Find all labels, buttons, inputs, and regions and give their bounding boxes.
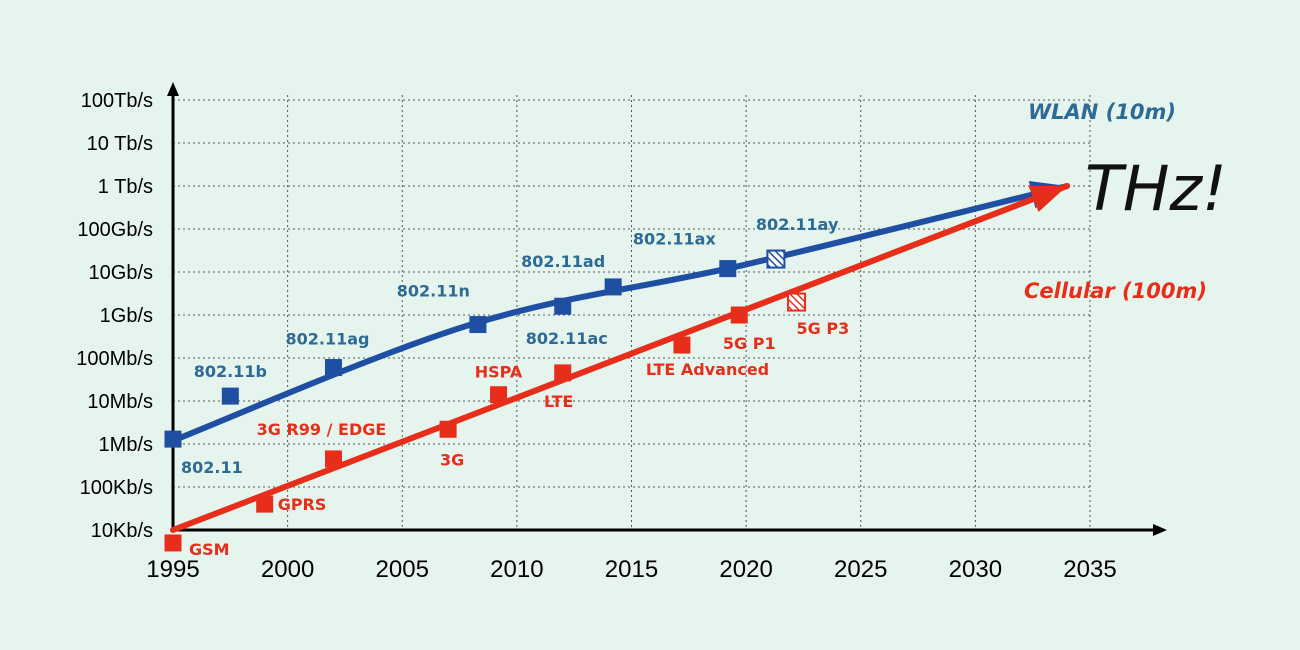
data-point-marker [164,430,182,448]
data-point-marker [221,387,239,405]
data-point-label: 802.11 [181,458,243,477]
x-tick-label: 2025 [834,556,887,583]
trend-arrowhead-cellular [1028,185,1068,212]
thz-annotation: THz! [1085,152,1227,225]
x-axis-arrow [1153,524,1167,536]
data-point-marker [164,534,182,552]
legend-wlan: WLAN (10m) [1028,100,1176,124]
y-tick-label: 10 Tb/s [87,133,153,155]
data-point-marker [787,292,807,312]
y-tick-label: 1Mb/s [99,434,153,456]
y-tick-label: 100Kb/s [80,477,153,499]
data-point-label: LTE Advanced [646,360,769,379]
x-tick-label: 2005 [376,556,429,583]
y-tick-label: 10Kb/s [91,520,153,542]
series-cellular: GSM GPRS 3G R99 / EDGE 3G HSPA LTE LTE Advance… [164,183,1071,559]
data-point-marker [673,336,691,354]
x-tick-label: 2035 [1063,556,1116,583]
trend-line-cellular [170,183,1071,533]
y-tick-label: 10Mb/s [87,391,153,413]
data-point-label: LTE [544,392,573,411]
data-point-label: 802.11ax [633,230,717,249]
data-point-label: 3G [440,450,464,469]
data-point-marker [604,278,622,296]
y-tick-label: 1 Tb/s [98,176,153,198]
x-tick-label: 2000 [261,556,314,583]
series-layer: 802.11 802.11b 802.11ag 802.11n 802.11ac 802.… [164,180,1071,559]
trend-line-wlan [170,183,1071,444]
grid [173,95,1091,530]
x-tick-label: 2020 [719,556,772,583]
series-wlan: 802.11 802.11b 802.11ag 802.11n 802.11ac 802.… [164,180,1071,477]
x-tick-label: 2010 [490,556,543,583]
data-point-marker [730,306,748,324]
data-point-label: GSM [189,540,230,559]
tick-labels: 10Kb/s 100Kb/s 1Mb/s 10Mb/s 100Mb/s 1Gb/s 10Gb… [76,90,1116,583]
data-point-label: 3G R99 / EDGE [257,420,387,439]
data-point-marker [469,316,487,334]
data-point-label: 802.11ay [756,215,839,234]
data-point-marker [324,450,342,468]
y-axis-arrow [167,82,179,96]
data-point-label: 5G P1 [723,334,776,353]
data-point-marker [439,420,457,438]
data-point-label: 802.11n [397,282,470,301]
axes [167,82,1167,536]
data-point-label: 802.11b [194,362,267,381]
y-tick-label: 100Gb/s [77,219,153,241]
x-tick-label: 2030 [949,556,1002,583]
data-point-label: 5G P3 [797,319,850,338]
data-point-marker [324,359,342,377]
data-point-label: 802.11ad [521,252,605,271]
data-point-marker [719,260,737,278]
data-point-marker [490,386,508,404]
data-point-label: HSPA [475,363,523,382]
data-point-marker [766,249,786,269]
legend-cellular: Cellular (100m) [1024,279,1207,303]
x-tick-label: 2015 [605,556,658,583]
data-point-label: 802.11ag [285,330,369,349]
y-tick-label: 1Gb/s [100,305,153,327]
y-tick-label: 100Mb/s [76,348,153,370]
data-point-label: GPRS [278,495,327,514]
data-point-marker [554,364,572,382]
y-tick-label: 10Gb/s [89,262,153,284]
data-point-marker [554,297,572,315]
data-point-marker [256,495,274,513]
data-point-label: 802.11ac [526,329,608,348]
x-tick-label: 1995 [146,556,199,583]
y-tick-label: 100Tb/s [81,90,153,112]
